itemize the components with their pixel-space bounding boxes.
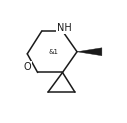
Polygon shape: [77, 48, 102, 56]
Text: &1: &1: [48, 49, 58, 55]
Text: NH: NH: [57, 23, 72, 33]
Text: O: O: [23, 62, 31, 72]
